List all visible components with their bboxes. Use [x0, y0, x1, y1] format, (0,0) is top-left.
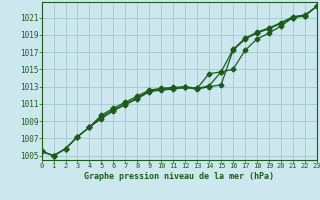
X-axis label: Graphe pression niveau de la mer (hPa): Graphe pression niveau de la mer (hPa): [84, 172, 274, 181]
